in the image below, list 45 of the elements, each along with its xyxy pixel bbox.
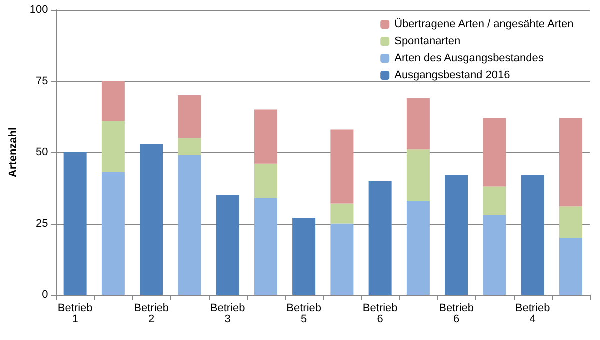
y-tick-label: 100	[30, 4, 48, 16]
bar	[178, 96, 202, 138]
bar	[140, 144, 164, 295]
bar	[254, 198, 278, 295]
bar	[521, 175, 544, 295]
bar	[102, 121, 125, 172]
bar	[445, 175, 468, 295]
bar	[254, 110, 278, 164]
y-tick-label: 0	[42, 289, 48, 301]
y-tick-label: 25	[36, 218, 48, 230]
legend-label: Ausgangsbestand 2016	[394, 70, 510, 82]
bar	[102, 81, 125, 122]
bar	[330, 204, 354, 224]
bar	[483, 118, 506, 187]
bar	[406, 150, 430, 201]
x-tick-label: Betrieb 5	[286, 302, 322, 326]
bar	[178, 155, 202, 295]
y-tick-label: 50	[36, 146, 48, 158]
legend-label: Übertragene Arten / angesähte Arten	[394, 18, 574, 30]
legend-label: Arten des Ausgangsbestandes	[394, 52, 544, 64]
bar	[483, 186, 506, 216]
y-axis-title: Artenzahl	[8, 127, 20, 178]
bar	[559, 206, 582, 238]
x-tick-label: Betrieb 2	[134, 302, 169, 326]
y-tick-label: 75	[36, 75, 48, 88]
bar	[406, 200, 430, 295]
x-tick-label: Betrieb 6	[362, 302, 398, 326]
x-tick-label: Betrieb 1	[58, 302, 93, 326]
bar	[178, 138, 202, 156]
bar	[559, 118, 582, 207]
x-tick-label: Betrieb 4	[515, 302, 550, 326]
bar	[406, 98, 430, 150]
bar	[368, 181, 392, 295]
bar	[483, 215, 506, 295]
x-tick-label: Betrieb 6	[439, 302, 474, 326]
bar	[64, 152, 87, 295]
bar	[102, 172, 125, 295]
bar	[216, 195, 240, 295]
legend-label: Spontanarten	[394, 36, 461, 48]
bar	[254, 164, 278, 198]
bar	[292, 218, 316, 295]
bar	[559, 238, 582, 295]
bar	[330, 224, 354, 295]
x-tick-label: Betrieb 3	[210, 302, 246, 326]
bar	[330, 130, 354, 204]
